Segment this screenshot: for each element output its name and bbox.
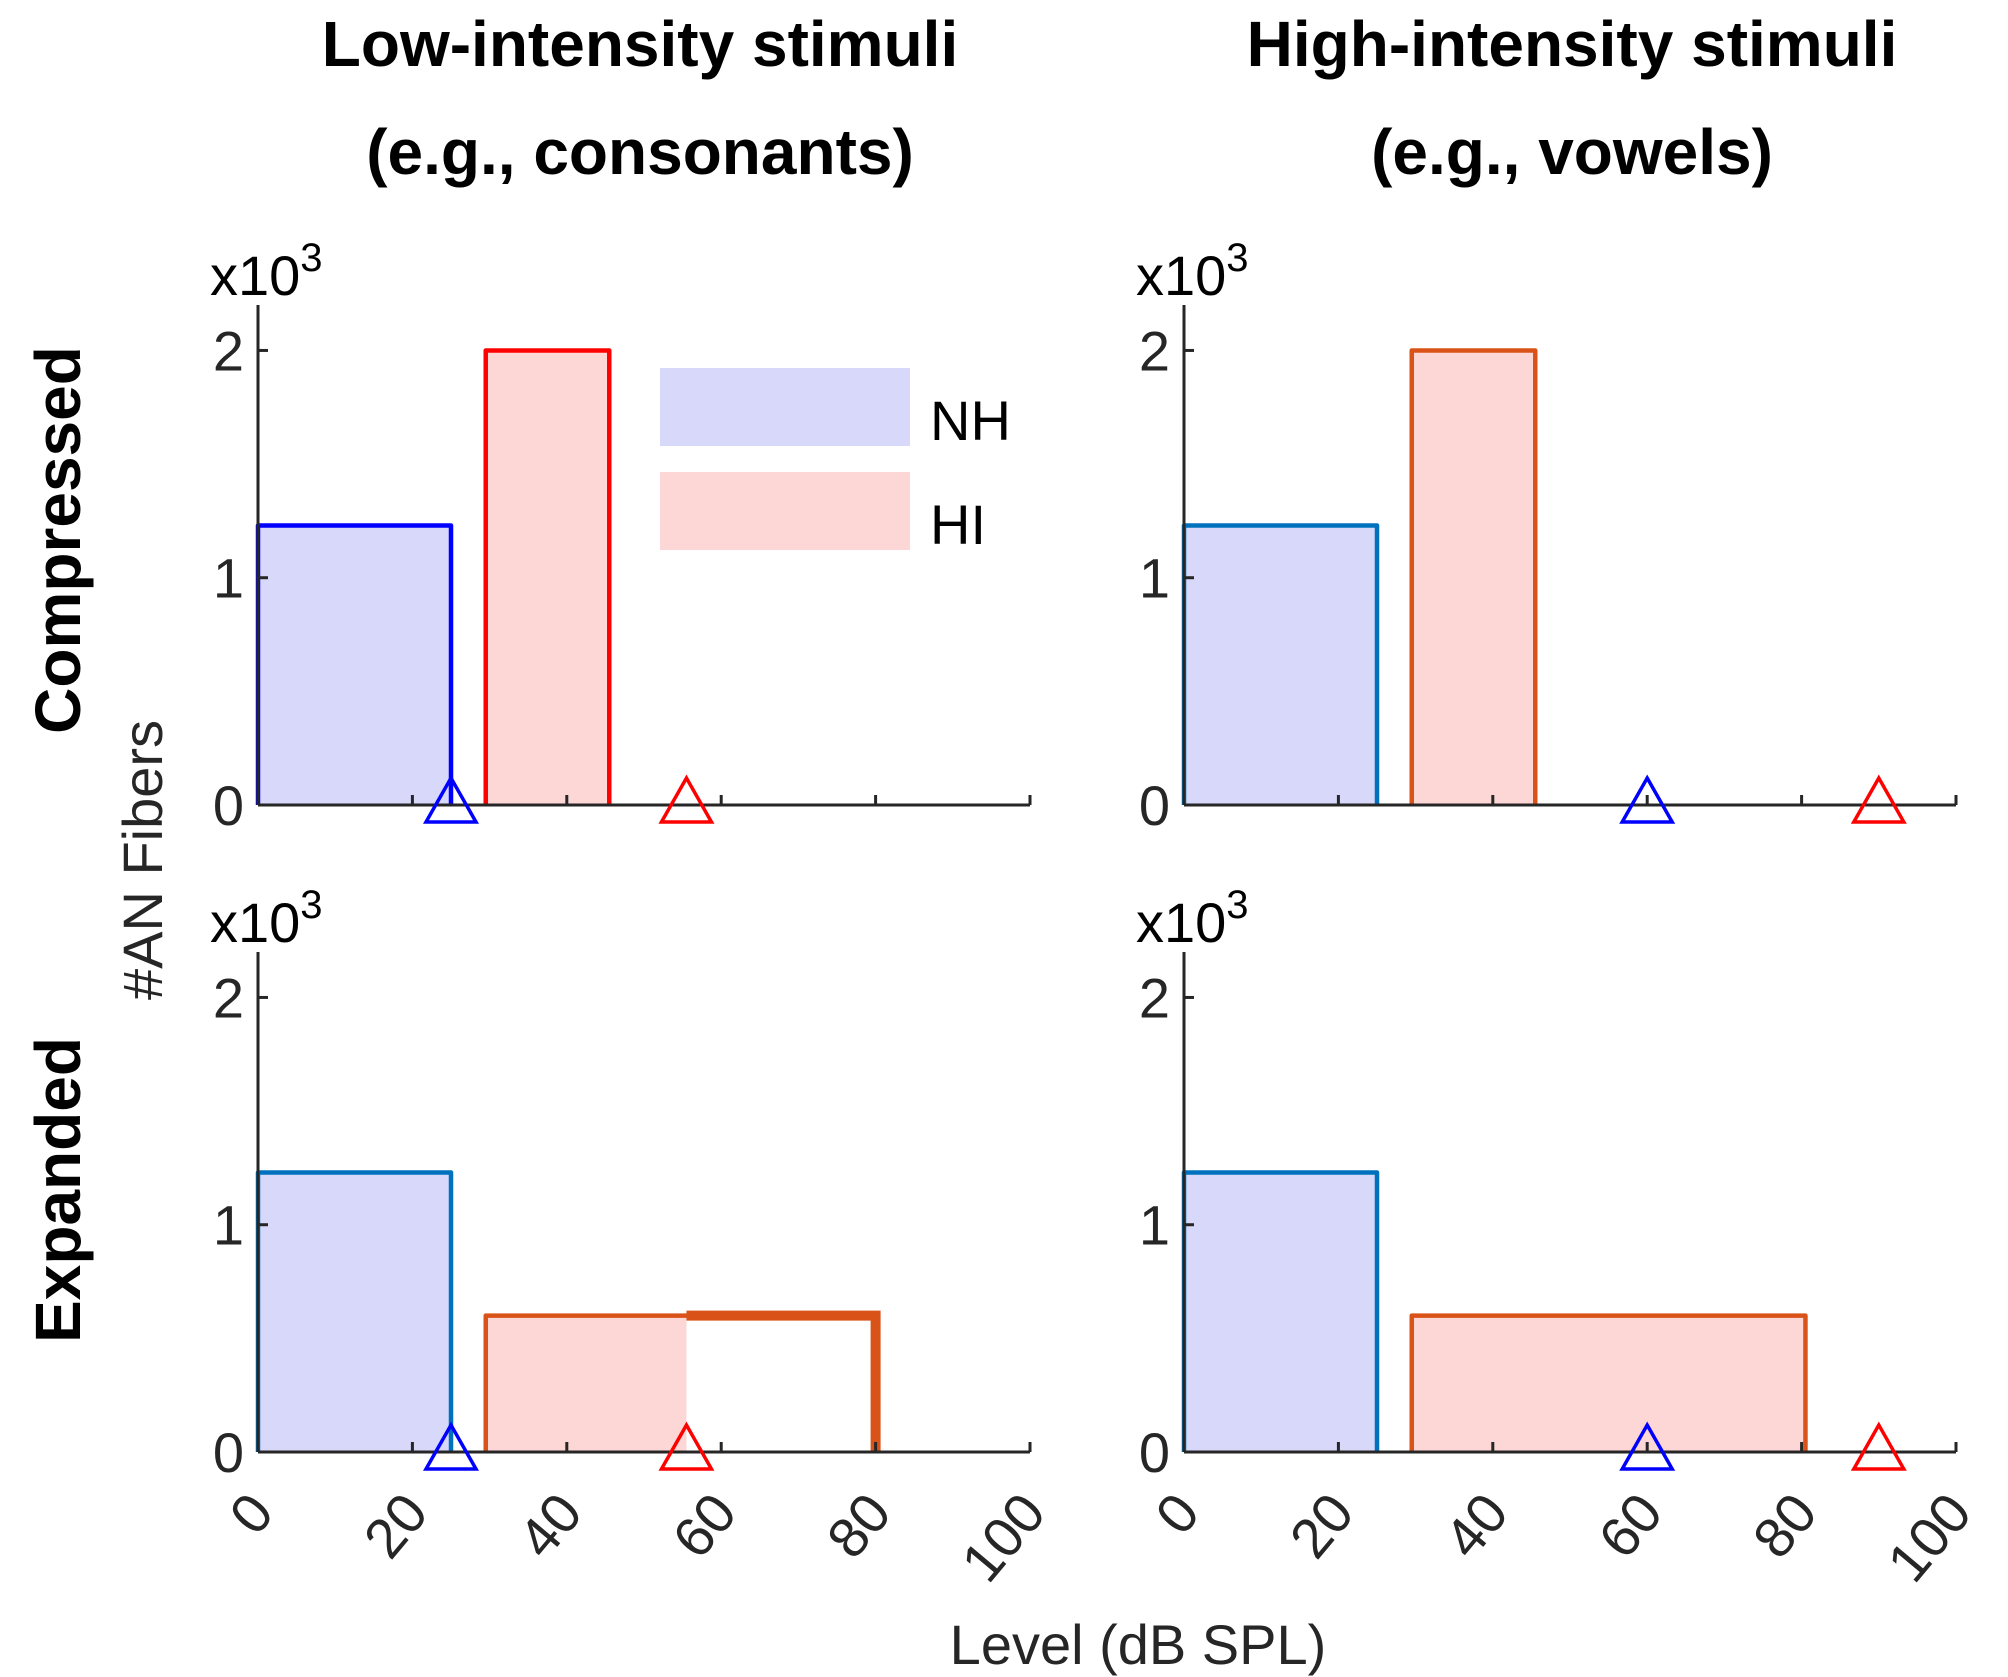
bar-fill-hi xyxy=(1411,350,1536,805)
y-multiplier-label: x103 xyxy=(1136,236,1249,307)
x-tick-label: 100 xyxy=(1875,1481,1983,1593)
triangle-marker xyxy=(1850,1421,1907,1471)
bar-outline-hi xyxy=(1409,1313,1808,1452)
x-tick-label: 40 xyxy=(506,1481,594,1569)
x-tick-label: 80 xyxy=(814,1481,902,1569)
bar-outline-hi xyxy=(1409,348,1538,805)
triangle-marker xyxy=(1850,774,1907,824)
bar-outline-hi xyxy=(483,348,612,805)
y-tick-label: 0 xyxy=(213,774,244,837)
triangle-marker xyxy=(658,1421,715,1471)
panel-1: 0 1 2 x103 xyxy=(210,236,1032,837)
x-tick-label: 40 xyxy=(1432,1481,1520,1569)
col-title-left-line1: Low-intensity stimuli xyxy=(322,8,958,80)
y-tick-label: 1 xyxy=(1139,1194,1170,1257)
x-axis-label: Level (dB SPL) xyxy=(950,1613,1327,1676)
legend-swatch-hi xyxy=(660,472,910,550)
bar-fill-hi xyxy=(485,1315,687,1452)
y-tick-label: 2 xyxy=(1139,319,1170,382)
panel-3: 0 20 40 60 80 100 0 1 2 x103 xyxy=(210,883,1057,1593)
y-multiplier-label: x103 xyxy=(210,883,323,954)
y-tick-label: 2 xyxy=(213,319,244,382)
triangle-marker xyxy=(422,1421,480,1471)
bar-fill-nh xyxy=(258,1172,451,1452)
legend-label-hi: HI xyxy=(930,493,986,556)
bar-outline-thick-hi xyxy=(686,1310,881,1452)
x-tick-label: 0 xyxy=(1143,1481,1211,1545)
x-tick-label: 60 xyxy=(660,1481,748,1569)
y-axis-label: #AN Fibers xyxy=(111,720,174,1000)
bar-fill-hi xyxy=(1411,1315,1806,1452)
y-tick-label: 1 xyxy=(213,1194,244,1257)
legend: NH HI xyxy=(660,368,1011,556)
triangle-marker xyxy=(422,774,480,824)
y-tick-label: 2 xyxy=(213,966,244,1029)
col-title-right-line1: High-intensity stimuli xyxy=(1247,8,1898,80)
x-tick-label: 20 xyxy=(1277,1481,1365,1569)
col-title-left-line2: (e.g., consonants) xyxy=(366,116,914,188)
y-tick-label: 0 xyxy=(1139,774,1170,837)
y-tick-label: 0 xyxy=(1139,1421,1170,1484)
y-multiplier-label: x103 xyxy=(210,236,323,307)
y-tick-label: 1 xyxy=(1139,547,1170,610)
y-tick-label: 2 xyxy=(1139,966,1170,1029)
y-tick-label: 1 xyxy=(213,547,244,610)
col-title-right-line2: (e.g., vowels) xyxy=(1371,116,1773,188)
panel-2: 0 1 2 x103 xyxy=(1136,236,1958,837)
bar-fill-hi xyxy=(485,350,610,805)
x-tick-label: 0 xyxy=(217,1481,285,1545)
triangle-marker xyxy=(1619,1421,1676,1471)
panel-4: 0 20 40 60 80 100 0 1 2 x103 xyxy=(1136,883,1983,1593)
row-title-compressed: Compressed xyxy=(22,346,94,734)
x-tick-label: 80 xyxy=(1740,1481,1828,1569)
x-tick-label: 60 xyxy=(1586,1481,1674,1569)
legend-swatch-nh xyxy=(660,368,910,446)
triangle-marker xyxy=(1619,774,1676,824)
bar-fill-nh xyxy=(1184,1172,1377,1452)
x-tick-label: 20 xyxy=(351,1481,439,1569)
y-multiplier-label: x103 xyxy=(1136,883,1249,954)
triangle-marker xyxy=(658,774,715,824)
legend-label-nh: NH xyxy=(930,389,1011,452)
bar-fill-nh xyxy=(1184,525,1377,805)
row-title-expanded: Expanded xyxy=(22,1037,94,1343)
y-tick-label: 0 xyxy=(213,1421,244,1484)
x-tick-label: 100 xyxy=(949,1481,1057,1593)
bar-fill-nh xyxy=(258,525,451,805)
